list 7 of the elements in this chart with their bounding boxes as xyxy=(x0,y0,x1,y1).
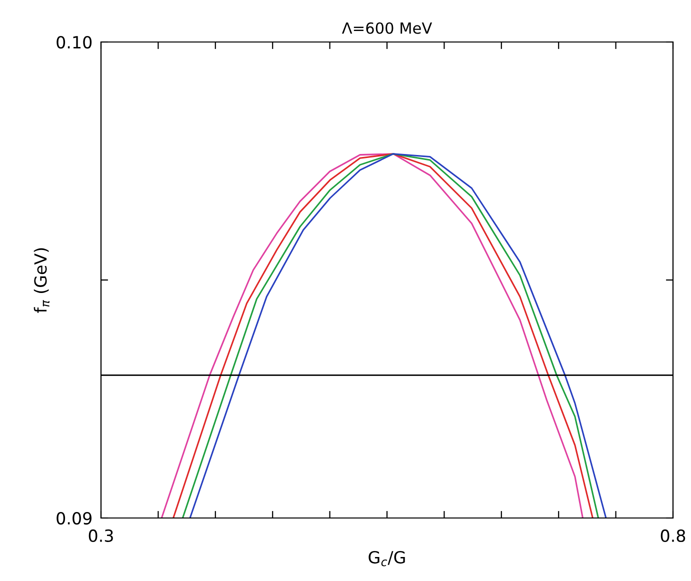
x-axis-title: G$_{c}$/G xyxy=(368,550,405,566)
chart-title: Λ=600 MeV xyxy=(342,22,432,34)
y-tick-label: 0.09 xyxy=(56,512,92,525)
x-tick-label: 0.8 xyxy=(660,529,686,542)
y-tick-label: 0.10 xyxy=(56,36,92,49)
x-tick-label: 0.3 xyxy=(88,529,113,542)
y-axis-title: f$_{π}$ (GeV) xyxy=(34,248,50,313)
